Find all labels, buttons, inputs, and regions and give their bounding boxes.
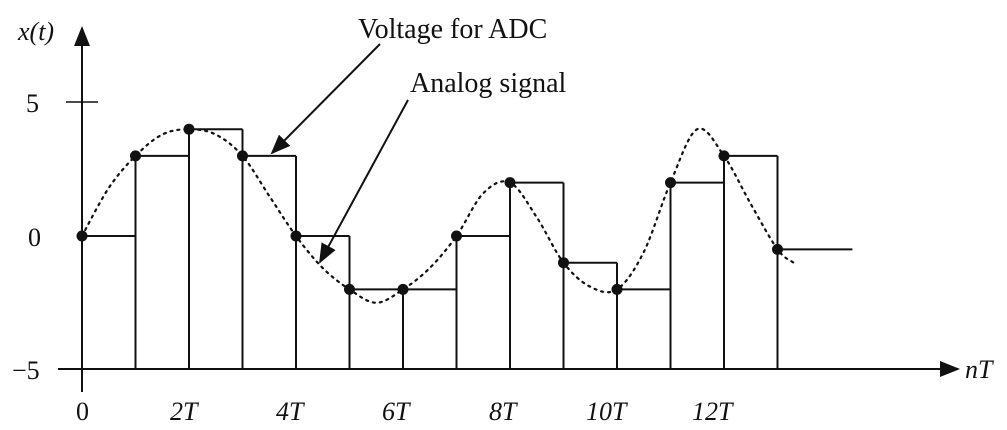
voltage-for-adc-arrow bbox=[270, 43, 381, 155]
x-tick-label-4T: 4T bbox=[276, 397, 305, 426]
sample-points bbox=[76, 123, 783, 295]
sample-point-8 bbox=[504, 177, 516, 189]
analog-signal-arrow bbox=[319, 99, 409, 264]
voltage-for-adc-label: Voltage for ADC bbox=[358, 14, 547, 45]
sample-point-3 bbox=[237, 150, 248, 162]
sample-hold-bars bbox=[82, 128, 853, 370]
x-tick-label-0: 0 bbox=[76, 397, 89, 426]
axes bbox=[58, 26, 960, 392]
sample-point-7 bbox=[451, 230, 462, 242]
x-axis-label: nT bbox=[965, 355, 994, 384]
sample-point-1 bbox=[130, 150, 141, 162]
sample-point-0 bbox=[76, 230, 88, 242]
x-tick-label-6T: 6T bbox=[382, 397, 411, 426]
sample-point-9 bbox=[558, 257, 569, 269]
sample-point-6 bbox=[397, 283, 409, 295]
x-tick-label-2T: 2T bbox=[170, 397, 199, 426]
sample-point-4 bbox=[290, 230, 302, 242]
y-tick-label-neg5: −5 bbox=[12, 356, 40, 385]
x-tick-label-10T: 10T bbox=[586, 397, 628, 426]
y-axis-label: x(t) bbox=[17, 17, 54, 46]
sample-point-11 bbox=[665, 177, 676, 189]
analog-signal-curve bbox=[80, 127, 795, 304]
y-tick-label-5: 5 bbox=[26, 89, 39, 118]
analog-signal-label: Analog signal bbox=[410, 68, 567, 99]
sample-point-13 bbox=[772, 243, 783, 255]
sample-point-5 bbox=[344, 283, 355, 295]
x-tick-label-8T: 8T bbox=[489, 397, 518, 426]
sample-point-10 bbox=[611, 283, 623, 295]
sample-point-2 bbox=[183, 123, 195, 135]
x-tick-label-12T: 12T bbox=[692, 397, 734, 426]
y-tick-label-0: 0 bbox=[28, 223, 41, 252]
sample-point-12 bbox=[718, 150, 730, 162]
